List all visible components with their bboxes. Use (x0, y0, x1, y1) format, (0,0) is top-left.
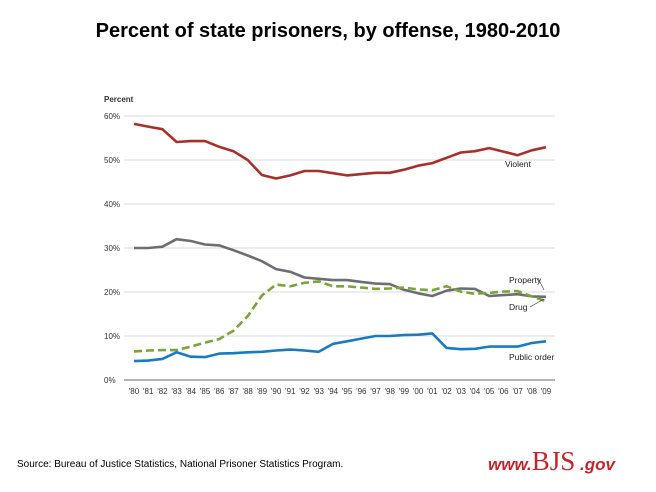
x-tick-label: '84 (186, 387, 197, 396)
y-tick-label: 40% (104, 200, 120, 209)
x-tick-label: '86 (214, 387, 225, 396)
x-tick-label: '94 (328, 387, 339, 396)
y-tick-label: 0% (104, 376, 116, 385)
source-note: Source: Bureau of Justice Statistics, Na… (17, 459, 344, 470)
x-tick-label: '09 (541, 387, 552, 396)
x-tick-label: '07 (512, 387, 523, 396)
x-tick-label: '95 (342, 387, 353, 396)
x-tick-label: '83 (171, 387, 182, 396)
series-label: Drug (509, 302, 528, 312)
leader-line (529, 298, 545, 308)
series-line-drug (133, 280, 547, 353)
x-tick-label: '97 (370, 387, 381, 396)
y-tick-label: 60% (104, 112, 120, 121)
logo-main: BJS (531, 446, 576, 476)
series-line-violent (133, 122, 547, 180)
x-tick-label: '02 (441, 387, 452, 396)
y-tick-label: 50% (104, 156, 120, 165)
series-label: Violent (505, 159, 531, 169)
y-axis-label: Percent (104, 95, 134, 104)
series-line-property (134, 237, 547, 299)
x-tick-label: '05 (484, 387, 495, 396)
x-tick-label: '01 (427, 387, 438, 396)
series-label: Property (509, 275, 542, 285)
series-label: Public order (509, 352, 555, 362)
x-tick-label: '87 (228, 387, 239, 396)
x-tick-label: '82 (157, 387, 168, 396)
x-tick-label: '00 (413, 387, 424, 396)
bjs-logo: www.BJS .gov (488, 446, 615, 477)
x-tick-label: '80 (129, 387, 140, 396)
x-tick-label: '92 (299, 387, 310, 396)
x-tick-label: '98 (385, 387, 396, 396)
leader-line (537, 277, 545, 291)
series-line-public-order (133, 332, 547, 363)
x-tick-label: '03 (456, 387, 467, 396)
logo-suffix: .gov (575, 455, 615, 474)
y-tick-label: 20% (104, 288, 120, 297)
y-tick-label: 30% (104, 244, 120, 253)
logo-prefix: www. (488, 455, 532, 474)
x-tick-label: '04 (470, 387, 481, 396)
x-tick-label: '96 (356, 387, 367, 396)
x-tick-label: '91 (285, 387, 296, 396)
x-tick-label: '85 (200, 387, 211, 396)
x-tick-label: '90 (271, 387, 282, 396)
chart-title: Percent of state prisoners, by offense, … (95, 20, 561, 42)
y-tick-label: 10% (104, 332, 120, 341)
x-tick-label: '88 (242, 387, 253, 396)
x-tick-label: '81 (143, 387, 154, 396)
x-tick-label: '93 (313, 387, 324, 396)
x-tick-label: '99 (399, 387, 410, 396)
x-tick-label: '89 (257, 387, 268, 396)
x-tick-label: '06 (498, 387, 509, 396)
x-tick-label: '08 (527, 387, 538, 396)
